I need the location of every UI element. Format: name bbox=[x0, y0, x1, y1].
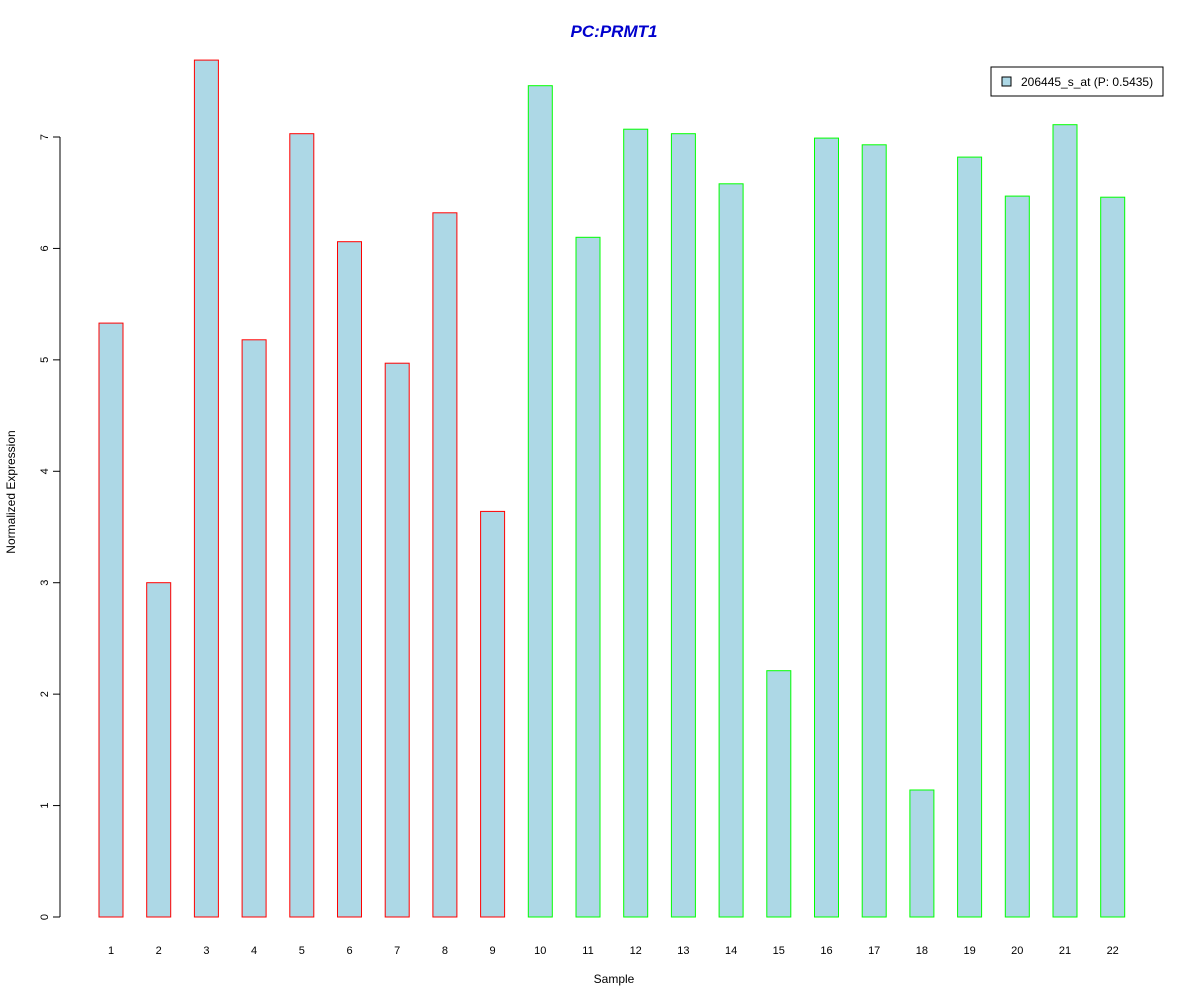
bar-sample-5 bbox=[289, 133, 315, 918]
x-tick-label: 18 bbox=[916, 945, 928, 957]
x-tick-label: 9 bbox=[490, 945, 496, 957]
bar-sample-2 bbox=[146, 582, 172, 918]
bar-sample-8 bbox=[432, 212, 458, 918]
bar-sample-3 bbox=[193, 59, 219, 918]
x-tick-label: 16 bbox=[820, 945, 832, 957]
y-tick-label: 2 bbox=[39, 691, 51, 697]
x-tick-label: 4 bbox=[251, 945, 257, 957]
bar-sample-20 bbox=[1004, 195, 1030, 918]
bar-sample-13 bbox=[670, 133, 696, 918]
bar-sample-19 bbox=[957, 156, 983, 918]
x-tick-label: 15 bbox=[773, 945, 785, 957]
bar-sample-10 bbox=[527, 85, 553, 918]
bar-sample-21 bbox=[1052, 124, 1078, 918]
bar-sample-9 bbox=[480, 510, 506, 918]
x-axis: 1 2 3 4 5 6 7 8 9 10 11 12 13 14 15 16 17 18 19 20 21 22 bbox=[108, 945, 1119, 957]
x-tick-label: 7 bbox=[394, 945, 400, 957]
x-tick-label: 13 bbox=[677, 945, 689, 957]
bar-sample-15 bbox=[766, 670, 792, 918]
x-tick-label: 3 bbox=[203, 945, 209, 957]
bar-sample-1 bbox=[98, 322, 124, 918]
x-tick-label: 11 bbox=[582, 945, 593, 957]
x-tick-label: 19 bbox=[963, 945, 975, 957]
y-tick-label: 6 bbox=[39, 245, 51, 251]
x-tick-label: 8 bbox=[442, 945, 448, 957]
x-tick-label: 10 bbox=[534, 945, 546, 957]
y-tick-label: 0 bbox=[39, 914, 51, 920]
chart-title: PC:PRMT1 bbox=[571, 22, 658, 41]
bar-sample-16 bbox=[814, 137, 839, 918]
bars-group bbox=[98, 59, 1126, 918]
x-tick-label: 14 bbox=[725, 945, 737, 957]
bar-sample-22 bbox=[1100, 196, 1126, 918]
y-tick-label: 1 bbox=[39, 803, 51, 809]
legend-box bbox=[990, 66, 1164, 97]
y-tick-label: 7 bbox=[39, 134, 51, 140]
bar-sample-18 bbox=[909, 789, 935, 918]
legend: 206445_s_at (P: 0.5435) bbox=[990, 66, 1164, 97]
y-axis-label: Normalized Expression bbox=[4, 430, 18, 553]
x-tick-label: 21 bbox=[1059, 945, 1071, 957]
bar-sample-7 bbox=[384, 362, 410, 918]
bar-sample-17 bbox=[861, 144, 887, 918]
bar-sample-11 bbox=[575, 236, 601, 918]
x-tick-label: 22 bbox=[1107, 945, 1119, 957]
legend-swatch bbox=[1001, 76, 1012, 87]
x-tick-label: 17 bbox=[868, 945, 880, 957]
x-tick-label: 2 bbox=[156, 945, 162, 957]
x-tick-label: 20 bbox=[1011, 945, 1023, 957]
y-tick-label: 5 bbox=[39, 357, 51, 363]
bar-sample-12 bbox=[623, 128, 649, 918]
y-tick-label: 4 bbox=[39, 468, 51, 474]
x-tick-label: 5 bbox=[299, 945, 305, 957]
x-tick-label: 1 bbox=[108, 945, 114, 957]
bar-sample-14 bbox=[718, 183, 744, 918]
y-tick-label: 3 bbox=[39, 580, 51, 586]
x-tick-label: 6 bbox=[346, 945, 352, 957]
legend-label: 206445_s_at (P: 0.5435) bbox=[1021, 75, 1153, 89]
y-axis: 0 1 2 3 4 5 6 7 bbox=[39, 134, 61, 920]
x-axis-label: Sample bbox=[594, 972, 635, 986]
bar-sample-4 bbox=[241, 339, 267, 918]
x-tick-label: 12 bbox=[630, 945, 642, 957]
bar-sample-6 bbox=[337, 241, 362, 918]
